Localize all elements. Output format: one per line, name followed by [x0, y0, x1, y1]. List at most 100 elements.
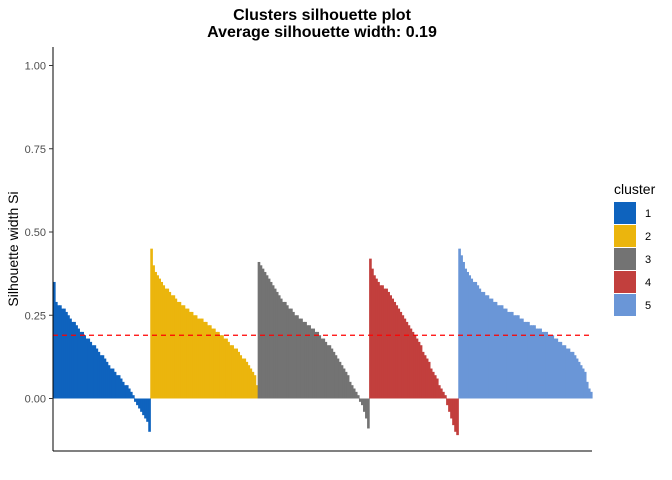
silhouette-bar — [255, 385, 259, 399]
silhouette-bar — [579, 365, 583, 399]
silhouette-bar — [525, 321, 528, 399]
silhouette-bar — [575, 358, 579, 399]
silhouette-bar — [281, 301, 285, 399]
silhouette-bar — [403, 318, 407, 399]
silhouette-bar — [502, 308, 506, 399]
silhouette-bar — [421, 351, 425, 399]
silhouette-bar — [200, 318, 204, 399]
silhouette-bar — [140, 398, 143, 412]
silhouette-bars — [53, 248, 593, 436]
silhouette-bar — [557, 341, 561, 399]
silhouette-bar — [253, 375, 257, 399]
silhouette-bar — [152, 265, 155, 399]
silhouette-bar — [397, 308, 401, 399]
silhouette-bar — [549, 335, 553, 399]
silhouette-bar — [500, 305, 504, 399]
silhouette-bar — [367, 398, 370, 429]
silhouette-bar — [99, 355, 103, 399]
silhouette-bar — [271, 285, 275, 399]
silhouette-bar — [480, 291, 484, 399]
legend-label-3: 3 — [645, 254, 651, 266]
silhouette-bar — [393, 301, 397, 399]
silhouette-bar — [429, 368, 433, 399]
silhouette-bar — [506, 311, 510, 399]
silhouette-bar — [373, 275, 376, 399]
silhouette-bar — [484, 295, 488, 399]
cluster-2-bars — [150, 248, 259, 399]
silhouette-bar — [150, 248, 153, 399]
y-tick-label: 0.75 — [25, 144, 46, 156]
silhouette-bar — [182, 305, 186, 399]
silhouette-bar — [312, 328, 315, 399]
silhouette-bar — [132, 395, 135, 399]
silhouette-bar — [65, 311, 68, 399]
silhouette-bar — [409, 328, 413, 399]
silhouette-bar — [494, 301, 498, 399]
silhouette-bar — [111, 368, 115, 399]
silhouette-bar — [235, 348, 238, 399]
silhouette-bar — [290, 308, 293, 399]
silhouette-bar — [474, 281, 478, 399]
legend-label-1: 1 — [645, 208, 651, 220]
silhouette-bar — [482, 291, 486, 399]
silhouette-bar — [186, 308, 190, 399]
silhouette-bar — [419, 345, 423, 399]
silhouette-bar — [375, 278, 378, 399]
silhouette-bar — [298, 318, 301, 399]
silhouette-bar — [288, 308, 291, 399]
silhouette-bar — [160, 281, 164, 399]
silhouette-bar — [476, 285, 480, 399]
silhouette-bar — [328, 345, 332, 399]
silhouette-bar — [61, 308, 64, 399]
silhouette-bar — [377, 281, 380, 399]
silhouette-bar — [358, 398, 362, 402]
silhouette-bar — [211, 328, 214, 399]
silhouette-bar — [338, 361, 342, 399]
silhouette-bar — [227, 341, 230, 399]
silhouette-bar — [59, 305, 62, 399]
silhouette-bar — [462, 261, 465, 399]
silhouette-bar — [87, 338, 91, 399]
legend-swatch-5 — [614, 294, 636, 316]
y-tick-label: 1.00 — [25, 61, 46, 73]
silhouette-bar — [344, 371, 348, 399]
silhouette-bar — [93, 345, 97, 399]
silhouette-bar — [57, 305, 60, 399]
silhouette-bar — [395, 305, 399, 399]
silhouette-bar — [563, 345, 567, 399]
silhouette-bar — [261, 268, 265, 399]
silhouette-bar — [263, 271, 267, 399]
silhouette-bar — [223, 338, 226, 399]
silhouette-bar — [81, 331, 84, 399]
y-axis-ticks: 0.00 0.25 0.50 0.75 1.00 — [25, 61, 53, 406]
silhouette-bar — [286, 305, 289, 399]
silhouette-bar — [91, 345, 95, 399]
silhouette-bar — [411, 331, 415, 399]
silhouette-bar — [176, 301, 180, 399]
silhouette-bar — [83, 335, 87, 399]
silhouette-bar — [109, 368, 113, 399]
silhouette-bar — [204, 321, 208, 399]
silhouette-bar — [63, 308, 66, 399]
silhouette-bar — [306, 325, 309, 399]
y-tick-label: 0.50 — [25, 227, 46, 239]
silhouette-bar — [510, 311, 514, 399]
silhouette-bar — [361, 398, 364, 406]
silhouette-bar — [277, 295, 281, 399]
silhouette-bar — [121, 381, 125, 399]
silhouette-bar — [571, 351, 575, 399]
silhouette-bar — [251, 371, 255, 399]
silhouette-bar — [231, 345, 234, 399]
silhouette-bar — [391, 298, 395, 399]
silhouette-bar — [324, 341, 328, 399]
silhouette-bar — [265, 275, 269, 399]
silhouette-bar — [316, 331, 320, 399]
silhouette-bar — [310, 328, 313, 399]
silhouette-bar — [589, 391, 593, 399]
silhouette-bar — [125, 385, 129, 399]
silhouette-bar — [334, 355, 338, 399]
legend: cluster 1 2 3 4 5 — [614, 181, 656, 316]
silhouette-bar — [389, 295, 392, 399]
legend-label-4: 4 — [645, 277, 651, 289]
